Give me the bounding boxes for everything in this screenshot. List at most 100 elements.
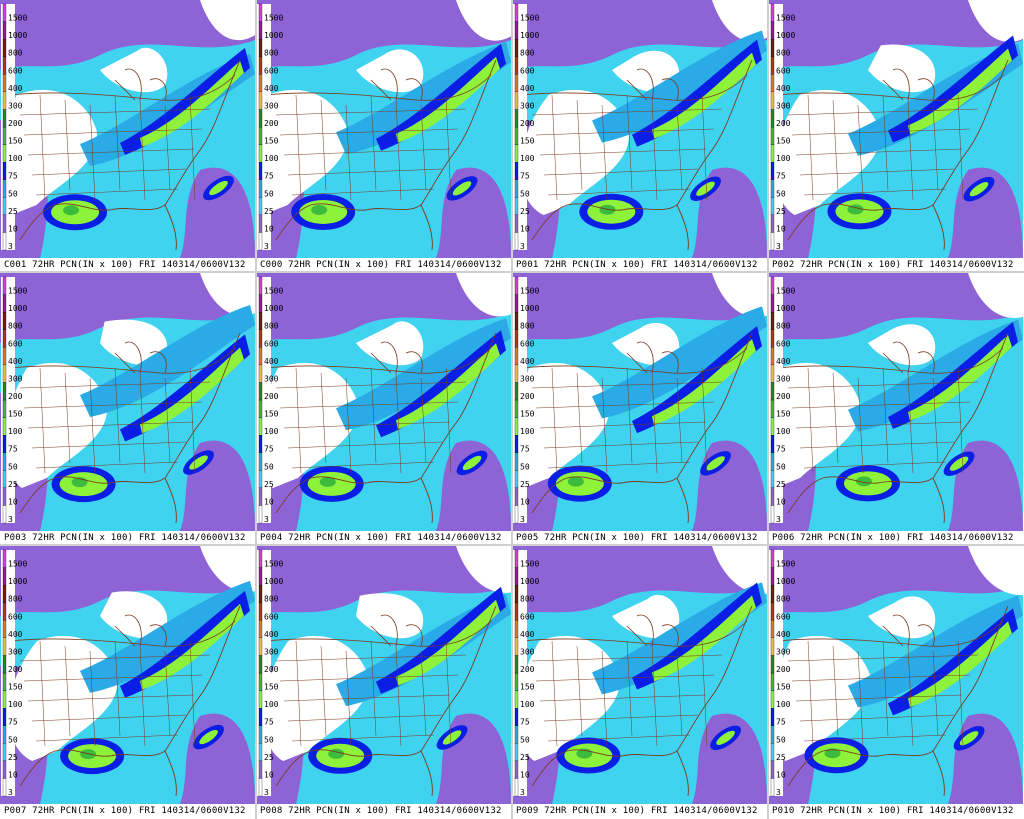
legend-level-label: 200 (264, 392, 279, 401)
legend-level-label: 10 (776, 770, 786, 779)
panel-caption: P001 72HR PCN(IN x 100) FRI 140314/0600V… (516, 260, 758, 270)
legend-level-label: 150 (8, 683, 23, 692)
panel-caption: C000 72HR PCN(IN x 100) FRI 140314/0600V… (260, 260, 502, 270)
map-panel: 3 10 25 50 75 100 150 200 300 400 600 800 1000 1500 P0… (256, 273, 511, 545)
legend-level-label: 200 (8, 119, 23, 128)
legend-level-label: 50 (776, 735, 786, 744)
legend-level-label: 300 (520, 374, 535, 383)
map-panel: 3 10 25 50 75 100 150 200 300 400 600 800 1000 1500 P0… (768, 273, 1023, 545)
grid-divider (767, 0, 769, 819)
legend-level-label: 75 (776, 172, 786, 181)
legend-level-label: 600 (264, 66, 279, 75)
grid-divider (511, 0, 513, 819)
legend-level-label: 10 (8, 770, 18, 779)
legend-level-label: 75 (8, 172, 18, 181)
legend-level-label: 1000 (776, 31, 795, 40)
legend-level-label: 10 (264, 770, 274, 779)
legend-level-label: 100 (8, 154, 23, 163)
legend-level-label: 25 (520, 753, 530, 762)
precip-map: 3 10 25 50 75 100 150 200 300 400 600 800 1000 1500 (512, 546, 767, 804)
legend-level-label: 3 (8, 788, 13, 797)
legend-level-label: 10 (520, 497, 530, 506)
legend-level-label: 25 (520, 480, 530, 489)
legend-level-label: 75 (8, 718, 18, 727)
legend-level-label: 100 (520, 154, 535, 163)
precip-map: 3 10 25 50 75 100 150 200 300 400 600 800 1000 1500 (0, 273, 255, 531)
legend-level-label: 800 (520, 322, 535, 331)
legend-colorbar: 3 10 25 50 75 100 150 200 300 400 600 800 1000 1500 (1, 3, 27, 251)
legend-level-label: 300 (520, 647, 535, 656)
legend-colorbar: 3 10 25 50 75 100 150 200 300 400 600 800 1000 1500 (513, 3, 539, 251)
legend-level-label: 1500 (8, 560, 27, 569)
map-panel: 3 10 25 50 75 100 150 200 300 400 600 800 1000 1500 C0… (256, 0, 511, 272)
legend-colorbar: 3 10 25 50 75 100 150 200 300 400 600 800 1000 1500 (257, 276, 283, 524)
legend-level-label: 150 (776, 410, 791, 419)
legend-level-label: 10 (520, 224, 530, 233)
legend-level-label: 100 (520, 427, 535, 436)
legend-level-label: 300 (520, 101, 535, 110)
legend-level-label: 800 (264, 49, 279, 58)
legend-level-label: 25 (520, 207, 530, 216)
legend-level-label: 200 (776, 392, 791, 401)
legend-level-label: 300 (776, 647, 791, 656)
legend-level-label: 25 (776, 753, 786, 762)
legend-level-label: 1000 (520, 577, 539, 586)
legend-colorbar: 3 10 25 50 75 100 150 200 300 400 600 800 1000 1500 (257, 549, 283, 797)
legend-level-label: 400 (520, 357, 535, 366)
legend-level-label: 400 (8, 357, 23, 366)
legend-level-label: 800 (264, 595, 279, 604)
legend-level-label: 50 (520, 189, 530, 198)
legend-level-label: 800 (8, 49, 23, 58)
legend-level-label: 25 (8, 480, 18, 489)
panel-caption: P006 72HR PCN(IN x 100) FRI 140314/0600V… (772, 533, 1014, 543)
legend-level-label: 1000 (8, 31, 27, 40)
legend-level-label: 1000 (264, 577, 283, 586)
legend-level-label: 600 (776, 66, 791, 75)
legend-level-label: 25 (264, 207, 274, 216)
legend-level-label: 50 (776, 189, 786, 198)
legend-level-label: 1500 (264, 560, 283, 569)
panel-caption: P010 72HR PCN(IN x 100) FRI 140314/0600V… (772, 806, 1014, 816)
precip-map: 3 10 25 50 75 100 150 200 300 400 600 800 1000 1500 (256, 273, 511, 531)
legend-level-label: 400 (264, 630, 279, 639)
legend-level-label: 25 (776, 480, 786, 489)
legend-level-label: 10 (520, 770, 530, 779)
legend-level-label: 1500 (776, 560, 795, 569)
legend-level-label: 1000 (776, 304, 795, 313)
legend-level-label: 150 (520, 683, 535, 692)
precip-map: 3 10 25 50 75 100 150 200 300 400 600 800 1000 1500 (768, 0, 1023, 258)
legend-level-label: 200 (8, 665, 23, 674)
legend-level-label: 75 (520, 718, 530, 727)
legend-level-label: 50 (264, 735, 274, 744)
legend-level-label: 1000 (520, 304, 539, 313)
legend-level-label: 600 (776, 339, 791, 348)
precip-map: 3 10 25 50 75 100 150 200 300 400 600 800 1000 1500 (512, 0, 767, 258)
legend-level-label: 150 (776, 137, 791, 146)
legend-level-label: 75 (776, 718, 786, 727)
legend-level-label: 400 (8, 84, 23, 93)
legend-level-label: 50 (776, 462, 786, 471)
legend-level-label: 100 (776, 700, 791, 709)
legend-level-label: 800 (776, 49, 791, 58)
legend-level-label: 100 (8, 427, 23, 436)
legend-level-label: 1500 (520, 560, 539, 569)
precip-map: 3 10 25 50 75 100 150 200 300 400 600 800 1000 1500 (0, 546, 255, 804)
legend-level-label: 300 (8, 647, 23, 656)
precip-map: 3 10 25 50 75 100 150 200 300 400 600 800 1000 1500 (256, 0, 511, 258)
legend-level-label: 1000 (776, 577, 795, 586)
map-panel: 3 10 25 50 75 100 150 200 300 400 600 800 1000 1500 P0… (768, 546, 1023, 818)
legend-level-label: 800 (264, 322, 279, 331)
legend-level-label: 75 (264, 172, 274, 181)
legend-level-label: 1500 (520, 14, 539, 23)
legend-level-label: 10 (776, 497, 786, 506)
legend-level-label: 400 (8, 630, 23, 639)
precip-map: 3 10 25 50 75 100 150 200 300 400 600 800 1000 1500 (0, 0, 255, 258)
legend-level-label: 3 (264, 788, 269, 797)
legend-level-label: 600 (520, 612, 535, 621)
legend-level-label: 800 (8, 322, 23, 331)
legend-level-label: 3 (8, 242, 13, 251)
legend-level-label: 800 (776, 595, 791, 604)
legend-level-label: 800 (776, 322, 791, 331)
legend-level-label: 1500 (776, 287, 795, 296)
legend-level-label: 3 (776, 788, 781, 797)
